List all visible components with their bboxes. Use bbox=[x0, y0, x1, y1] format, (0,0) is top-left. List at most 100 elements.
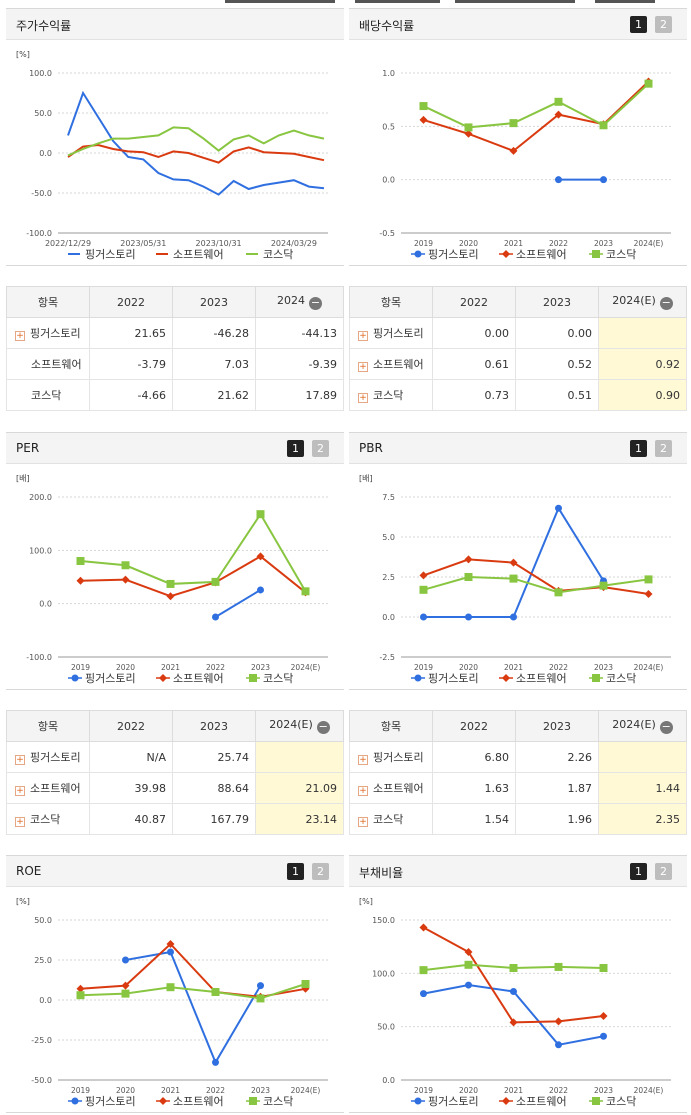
data-point bbox=[211, 577, 220, 586]
page-1-button[interactable]: 1 bbox=[630, 440, 647, 457]
cell: 21.65 bbox=[89, 317, 173, 349]
cell: 2.26 bbox=[515, 741, 599, 773]
panel-title: 주가수익률 bbox=[16, 19, 72, 33]
data-point bbox=[420, 613, 427, 621]
expand-icon[interactable]: + bbox=[15, 786, 25, 796]
panel-header: PER 1 2 bbox=[6, 433, 344, 464]
cell: 0.52 bbox=[515, 348, 599, 380]
page-2-button[interactable]: 2 bbox=[655, 440, 672, 457]
data-point bbox=[71, 674, 79, 682]
row-name[interactable]: + 코스닥 bbox=[349, 379, 433, 411]
row-name[interactable]: + 소프트웨어 bbox=[349, 348, 433, 380]
axis-unit: [%] bbox=[359, 897, 373, 906]
page-2-button[interactable]: 2 bbox=[312, 440, 329, 457]
table-header-row: 항목 2022 2023 2024(E) − bbox=[6, 710, 344, 742]
y-tick-label: -50.0 bbox=[31, 189, 52, 198]
collapse-icon[interactable]: − bbox=[659, 296, 673, 310]
cell: 23.14 bbox=[255, 803, 344, 835]
row-name[interactable]: + 핑거스토리 bbox=[6, 741, 90, 773]
data-point bbox=[212, 613, 219, 621]
collapse-icon[interactable]: − bbox=[659, 720, 673, 734]
cell bbox=[598, 741, 687, 773]
y-tick-label: 0.0 bbox=[39, 996, 52, 1005]
cell bbox=[255, 741, 344, 773]
x-tick-label: 2023/05/31 bbox=[120, 239, 166, 248]
per-table: 항목 2022 2023 2024(E) − + 핑거스토리 N/A 25.74 +… bbox=[6, 710, 344, 835]
stock-return-table: 항목 2022 2023 2024− + 핑거스토리 21.65 -46.28 -… bbox=[6, 286, 344, 411]
row-name[interactable]: + 코스닥 bbox=[6, 803, 90, 835]
col-header: 2022 bbox=[89, 286, 173, 318]
legend-label: 코스닥 bbox=[263, 672, 293, 685]
page-2-button[interactable]: 2 bbox=[655, 863, 672, 880]
x-tick-label: 2020 bbox=[116, 1086, 135, 1095]
y-tick-label: 7.5 bbox=[382, 493, 395, 502]
page-2-button[interactable]: 2 bbox=[312, 863, 329, 880]
col-header: 2024(E) − bbox=[255, 710, 344, 742]
x-tick-label: 2023 bbox=[251, 1086, 270, 1095]
data-point bbox=[121, 989, 130, 998]
pbr-table: 항목 2022 2023 2024(E) − + 핑거스토리 6.80 2.26 +… bbox=[349, 710, 687, 835]
debt-ratio-panel: 부채비율 1 2 [%] 150.0 100.0 50.0 0.0 2019 2020 202… bbox=[349, 855, 687, 1113]
data-point bbox=[502, 250, 510, 258]
row-name: 코스닥 bbox=[6, 379, 90, 411]
data-point bbox=[414, 1097, 422, 1105]
page-1-button[interactable]: 1 bbox=[287, 863, 304, 880]
y-tick-label: -100.0 bbox=[26, 229, 52, 238]
row-name[interactable]: + 소프트웨어 bbox=[349, 772, 433, 804]
row-name[interactable]: + 핑거스토리 bbox=[349, 741, 433, 773]
page-2-button[interactable]: 2 bbox=[655, 16, 672, 33]
row-name[interactable]: + 코스닥 bbox=[349, 803, 433, 835]
collapse-icon[interactable]: − bbox=[309, 296, 322, 310]
panel-header: ROE 1 2 bbox=[6, 856, 344, 887]
table-row: + 소프트웨어 39.98 88.64 21.09 bbox=[6, 772, 344, 804]
expand-icon[interactable]: + bbox=[358, 331, 368, 341]
series-line bbox=[423, 926, 604, 1024]
expand-icon[interactable]: + bbox=[358, 755, 368, 765]
data-point bbox=[644, 79, 653, 88]
top-edge-strip bbox=[225, 0, 670, 3]
panel-header: 부채비율 1 2 bbox=[349, 856, 687, 887]
row-name[interactable]: + 핑거스토리 bbox=[6, 317, 90, 349]
expand-icon[interactable]: + bbox=[15, 331, 25, 341]
x-tick-label: 2022/12/29 bbox=[45, 239, 91, 248]
cell: 0.90 bbox=[598, 379, 687, 411]
x-tick-label: 2021 bbox=[504, 239, 523, 248]
legend-label: 소프트웨어 bbox=[516, 248, 567, 261]
row-name[interactable]: + 핑거스토리 bbox=[349, 317, 433, 349]
page-1-button[interactable]: 1 bbox=[630, 16, 647, 33]
y-tick-label: -0.5 bbox=[379, 229, 395, 238]
row-name[interactable]: + 소프트웨어 bbox=[6, 772, 90, 804]
data-point bbox=[256, 552, 265, 561]
cell: -9.39 bbox=[255, 348, 344, 380]
expand-icon[interactable]: + bbox=[15, 817, 25, 827]
x-tick-label: 2021 bbox=[161, 663, 180, 672]
expand-icon[interactable]: + bbox=[358, 786, 368, 796]
y-tick-label: 0.0 bbox=[39, 600, 52, 609]
expand-icon[interactable]: + bbox=[15, 755, 25, 765]
row-label: 코스닥 bbox=[31, 389, 62, 402]
data-point bbox=[166, 983, 175, 992]
expand-icon[interactable]: + bbox=[358, 393, 368, 403]
collapse-icon[interactable]: − bbox=[316, 720, 330, 734]
x-tick-label: 2024(E) bbox=[634, 239, 664, 248]
table-row: + 핑거스토리 21.65 -46.28 -44.13 bbox=[6, 317, 344, 349]
y-tick-label: 100.0 bbox=[372, 969, 395, 978]
series-line bbox=[423, 575, 649, 594]
col-header: 2022 bbox=[89, 710, 173, 742]
x-tick-label: 2024(E) bbox=[634, 663, 664, 672]
y-tick-label: 2.5 bbox=[382, 573, 395, 582]
col-header: 항목 bbox=[349, 710, 433, 742]
expand-icon[interactable]: + bbox=[358, 362, 368, 372]
pbr-chart: [배] 7.5 5.0 2.5 0.0 -2.5 2019 2020 2021 2022 2023 2… bbox=[359, 474, 671, 685]
data-point bbox=[249, 1097, 257, 1105]
stock-return-panel: 주가수익률 [%] 100.0 50.0 0.0 -50.0 -100.0 2022/12/… bbox=[6, 8, 344, 266]
page-1-button[interactable]: 1 bbox=[287, 440, 304, 457]
data-point bbox=[166, 940, 175, 948]
x-tick-label: 2019 bbox=[71, 663, 90, 672]
row-label: 소프트웨어 bbox=[373, 782, 424, 795]
data-point bbox=[510, 613, 517, 621]
page-1-button[interactable]: 1 bbox=[630, 863, 647, 880]
axis-unit: [%] bbox=[16, 50, 30, 59]
expand-icon[interactable]: + bbox=[358, 817, 368, 827]
series-line bbox=[80, 555, 307, 598]
